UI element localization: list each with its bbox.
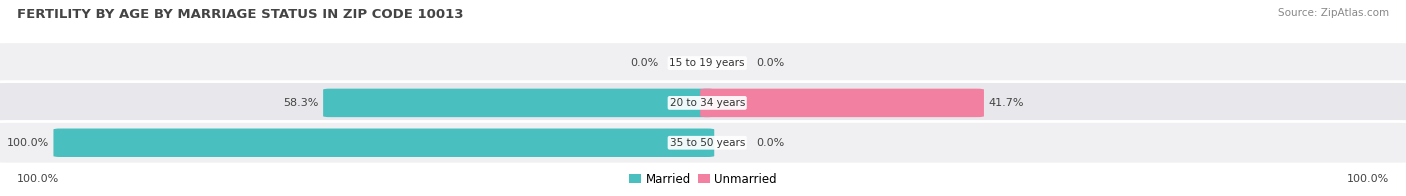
FancyBboxPatch shape: [53, 129, 714, 157]
FancyBboxPatch shape: [0, 122, 1406, 164]
Text: FERTILITY BY AGE BY MARRIAGE STATUS IN ZIP CODE 10013: FERTILITY BY AGE BY MARRIAGE STATUS IN Z…: [17, 8, 464, 21]
Text: 0.0%: 0.0%: [630, 58, 658, 68]
FancyBboxPatch shape: [700, 89, 984, 117]
Text: 20 to 34 years: 20 to 34 years: [669, 98, 745, 108]
Text: 41.7%: 41.7%: [988, 98, 1024, 108]
FancyBboxPatch shape: [0, 42, 1406, 84]
Text: 15 to 19 years: 15 to 19 years: [669, 58, 745, 68]
Text: Source: ZipAtlas.com: Source: ZipAtlas.com: [1278, 8, 1389, 18]
Legend: Married, Unmarried: Married, Unmarried: [624, 168, 782, 191]
Text: 100.0%: 100.0%: [17, 174, 59, 184]
Text: 100.0%: 100.0%: [1347, 174, 1389, 184]
Text: 0.0%: 0.0%: [756, 138, 785, 148]
Text: 100.0%: 100.0%: [7, 138, 49, 148]
Text: 58.3%: 58.3%: [284, 98, 319, 108]
FancyBboxPatch shape: [0, 82, 1406, 124]
FancyBboxPatch shape: [323, 89, 714, 117]
Text: 0.0%: 0.0%: [756, 58, 785, 68]
Text: 35 to 50 years: 35 to 50 years: [669, 138, 745, 148]
